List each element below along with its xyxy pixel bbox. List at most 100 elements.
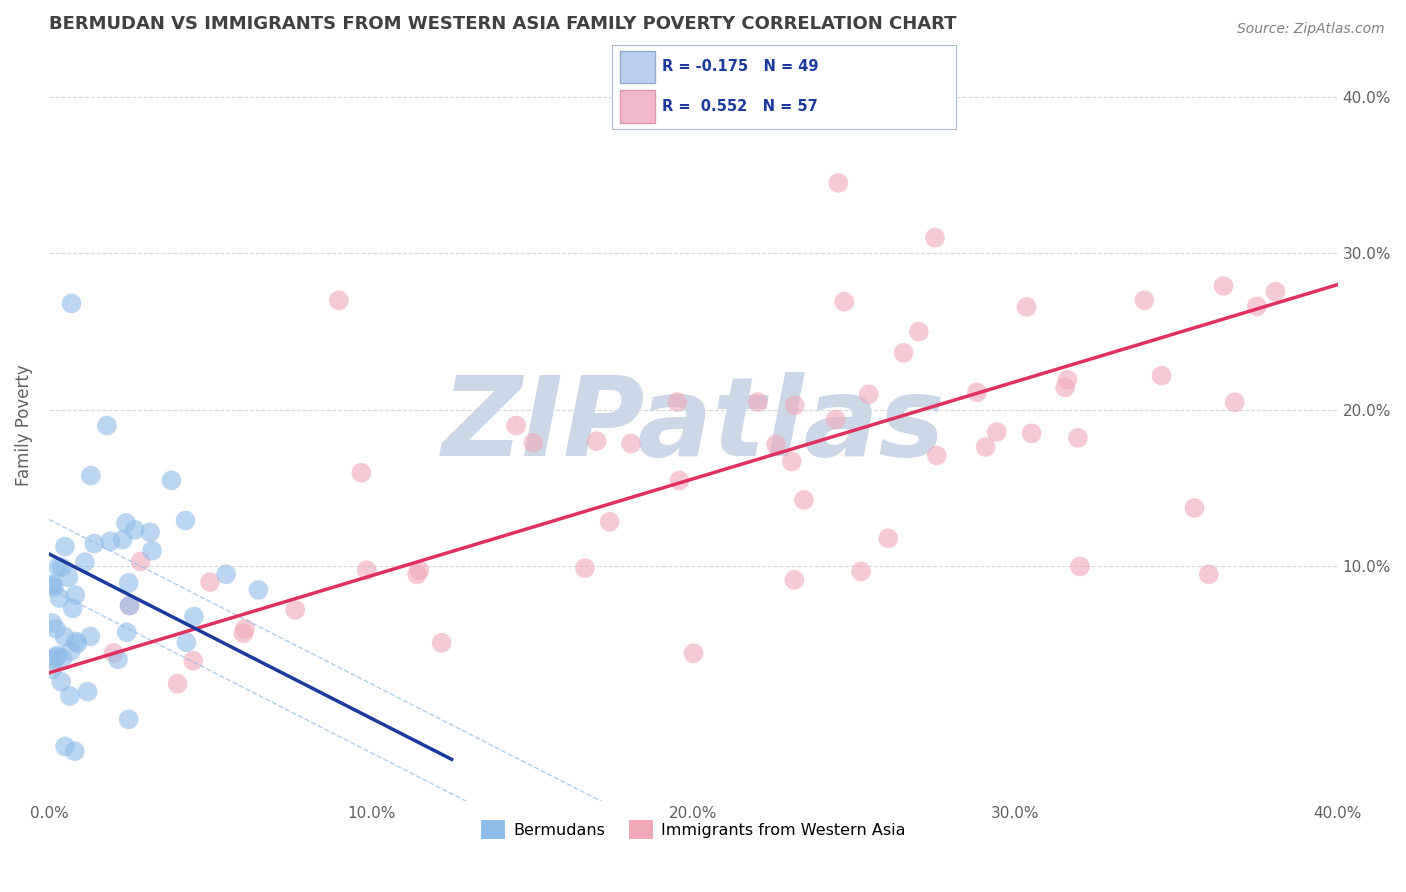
Point — [780, 454, 803, 468]
Point — [198, 575, 221, 590]
Point — [682, 646, 704, 660]
Point — [574, 561, 596, 575]
Point — [118, 599, 141, 613]
Point — [1212, 279, 1234, 293]
Point — [834, 294, 856, 309]
Point — [65, 634, 87, 648]
Point — [1067, 431, 1090, 445]
Point — [129, 554, 152, 568]
FancyBboxPatch shape — [620, 90, 655, 122]
Point — [73, 555, 96, 569]
Point — [215, 567, 238, 582]
Point — [176, 635, 198, 649]
Point — [966, 385, 988, 400]
Point — [827, 176, 849, 190]
Point — [408, 563, 430, 577]
Point — [115, 516, 138, 530]
Point — [65, 588, 87, 602]
Point — [53, 540, 76, 554]
Point — [45, 622, 67, 636]
Point — [620, 436, 643, 450]
Point — [76, 684, 98, 698]
Point — [1246, 299, 1268, 313]
Point — [1264, 285, 1286, 299]
Point — [45, 650, 67, 665]
Point — [59, 644, 82, 658]
Point — [924, 230, 946, 244]
Point — [328, 293, 350, 308]
Point — [166, 677, 188, 691]
Text: ZIPatlas: ZIPatlas — [441, 372, 945, 479]
Point — [986, 425, 1008, 439]
Point — [53, 630, 76, 644]
Point — [858, 387, 880, 401]
Point — [599, 515, 621, 529]
Point — [41, 577, 63, 591]
Point — [1223, 395, 1246, 409]
Point — [51, 652, 73, 666]
Legend: Bermudans, Immigrants from Western Asia: Bermudans, Immigrants from Western Asia — [475, 814, 912, 846]
Point — [1054, 380, 1077, 394]
Point — [247, 582, 270, 597]
Point — [41, 662, 63, 676]
Point — [96, 418, 118, 433]
Text: R =  0.552   N = 57: R = 0.552 N = 57 — [662, 99, 817, 114]
Point — [284, 603, 307, 617]
Point — [58, 570, 80, 584]
Point — [1150, 368, 1173, 383]
Point — [160, 473, 183, 487]
Point — [747, 395, 769, 409]
Point — [53, 739, 76, 754]
Point — [66, 636, 89, 650]
Point — [356, 563, 378, 577]
Point — [585, 434, 607, 449]
Point — [115, 625, 138, 640]
Point — [793, 492, 815, 507]
Point — [41, 615, 63, 630]
Point — [824, 412, 846, 426]
Point — [98, 534, 121, 549]
Point — [181, 654, 204, 668]
Point — [350, 466, 373, 480]
Point — [1133, 293, 1156, 308]
Point — [522, 435, 544, 450]
Point — [765, 437, 787, 451]
Point — [42, 581, 65, 595]
Text: BERMUDAN VS IMMIGRANTS FROM WESTERN ASIA FAMILY POVERTY CORRELATION CHART: BERMUDAN VS IMMIGRANTS FROM WESTERN ASIA… — [49, 15, 956, 33]
Point — [124, 523, 146, 537]
Point — [908, 325, 931, 339]
Point — [233, 622, 256, 636]
Point — [849, 565, 872, 579]
Point — [59, 689, 82, 703]
Point — [107, 652, 129, 666]
Point — [893, 346, 915, 360]
Point — [41, 578, 63, 592]
Point — [1021, 426, 1043, 441]
Point — [60, 296, 83, 310]
Point — [46, 648, 69, 663]
FancyBboxPatch shape — [620, 51, 655, 83]
Point — [117, 713, 139, 727]
Point — [1198, 567, 1220, 582]
Point — [974, 440, 997, 454]
Point — [1015, 300, 1038, 314]
Point — [174, 514, 197, 528]
Point — [141, 543, 163, 558]
Point — [118, 575, 141, 590]
Point — [1056, 373, 1078, 387]
Point — [666, 395, 689, 409]
Point — [877, 532, 900, 546]
Point — [41, 652, 63, 666]
Point — [668, 474, 690, 488]
Point — [505, 418, 527, 433]
Text: R = -0.175   N = 49: R = -0.175 N = 49 — [662, 59, 818, 74]
Point — [51, 674, 73, 689]
Point — [51, 560, 73, 574]
Point — [232, 626, 254, 640]
Point — [406, 567, 429, 582]
Point — [118, 599, 141, 613]
Point — [79, 630, 101, 644]
Point — [46, 559, 69, 574]
Point — [925, 449, 948, 463]
Point — [63, 744, 86, 758]
